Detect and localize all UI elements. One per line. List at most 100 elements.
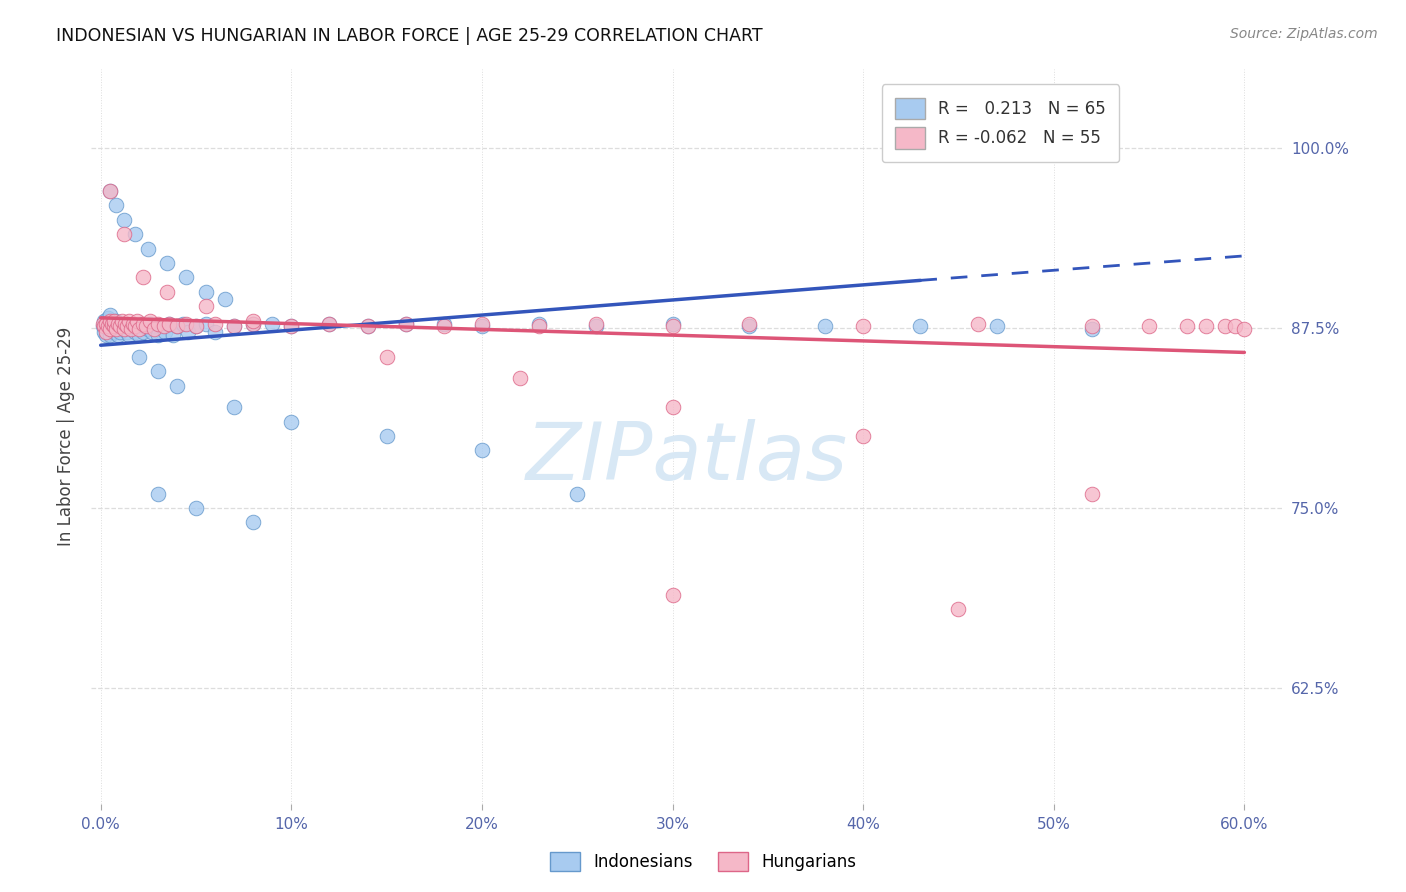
Point [128, 350, 150, 364]
Point [177, 325, 200, 339]
Point [471, 319, 494, 334]
Point [172, 317, 194, 331]
Point [104, 314, 127, 328]
Point [128, 328, 150, 343]
Point [98, 308, 121, 322]
Point [146, 364, 169, 378]
Point [527, 317, 550, 331]
Point [143, 322, 166, 336]
Point [98, 184, 121, 198]
Point [262, 317, 284, 331]
Point [585, 317, 607, 331]
Point [131, 317, 153, 331]
Point [166, 378, 188, 392]
Point [214, 292, 236, 306]
Point [375, 350, 398, 364]
Point [176, 270, 198, 285]
Point [156, 285, 179, 299]
Point [204, 317, 226, 331]
Point [97, 310, 120, 325]
Point [146, 317, 169, 331]
Point [166, 319, 188, 334]
Point [104, 198, 127, 212]
Point [91, 317, 114, 331]
Text: INDONESIAN VS HUNGARIAN IN LABOR FORCE | AGE 25-29 CORRELATION CHART: INDONESIAN VS HUNGARIAN IN LABOR FORCE |… [56, 27, 763, 45]
Point [98, 314, 121, 328]
Point [1213, 319, 1236, 334]
Point [139, 317, 162, 331]
Point [101, 322, 124, 336]
Point [124, 319, 146, 334]
Point [97, 319, 120, 334]
Point [112, 322, 135, 336]
Point [395, 317, 418, 331]
Point [97, 321, 120, 335]
Point [375, 429, 398, 443]
Text: Source: ZipAtlas.com: Source: ZipAtlas.com [1230, 27, 1378, 41]
Point [356, 319, 378, 334]
Point [96, 317, 118, 331]
Point [96, 328, 118, 343]
Point [471, 317, 494, 331]
Point [120, 319, 142, 334]
Point [433, 319, 456, 334]
Point [318, 317, 340, 331]
Point [661, 588, 683, 602]
Point [318, 317, 340, 331]
Point [242, 314, 264, 328]
Point [156, 256, 179, 270]
Point [112, 227, 135, 242]
Point [93, 325, 115, 339]
Point [661, 400, 683, 414]
Point [104, 322, 127, 336]
Point [184, 501, 207, 516]
Point [125, 319, 148, 334]
Point [395, 317, 418, 331]
Point [96, 325, 118, 339]
Point [118, 314, 141, 328]
Point [527, 319, 550, 334]
Point [124, 227, 146, 242]
Point [1175, 319, 1198, 334]
Point [204, 325, 226, 339]
Point [509, 371, 531, 385]
Point [471, 443, 494, 458]
Point [108, 319, 131, 334]
Point [356, 319, 378, 334]
Point [98, 319, 121, 334]
Point [194, 317, 217, 331]
Point [98, 184, 121, 198]
Point [1137, 319, 1160, 334]
Point [141, 325, 163, 339]
Point [155, 325, 177, 339]
Point [910, 319, 932, 334]
Point [150, 319, 173, 334]
Point [986, 319, 1008, 334]
Point [101, 317, 124, 331]
Point [242, 317, 264, 331]
Point [117, 319, 139, 334]
Point [128, 322, 150, 336]
Legend: Indonesians, Hungarians: Indonesians, Hungarians [541, 843, 865, 880]
Point [114, 317, 136, 331]
Point [966, 317, 988, 331]
Point [1233, 322, 1256, 336]
Point [122, 317, 145, 331]
Point [738, 319, 761, 334]
Point [111, 319, 134, 334]
Point [122, 317, 145, 331]
Point [138, 242, 160, 256]
Point [661, 317, 683, 331]
Point [107, 317, 129, 331]
Legend: R =   0.213   N = 65, R = -0.062   N = 55: R = 0.213 N = 65, R = -0.062 N = 55 [882, 84, 1119, 162]
Point [135, 319, 157, 334]
Point [139, 314, 162, 328]
Point [112, 212, 135, 227]
Point [280, 319, 302, 334]
Point [1223, 319, 1246, 334]
Point [101, 317, 124, 331]
Point [104, 322, 127, 336]
Point [98, 328, 121, 343]
Point [1081, 322, 1104, 336]
Text: ZIPatlas: ZIPatlas [526, 419, 848, 497]
